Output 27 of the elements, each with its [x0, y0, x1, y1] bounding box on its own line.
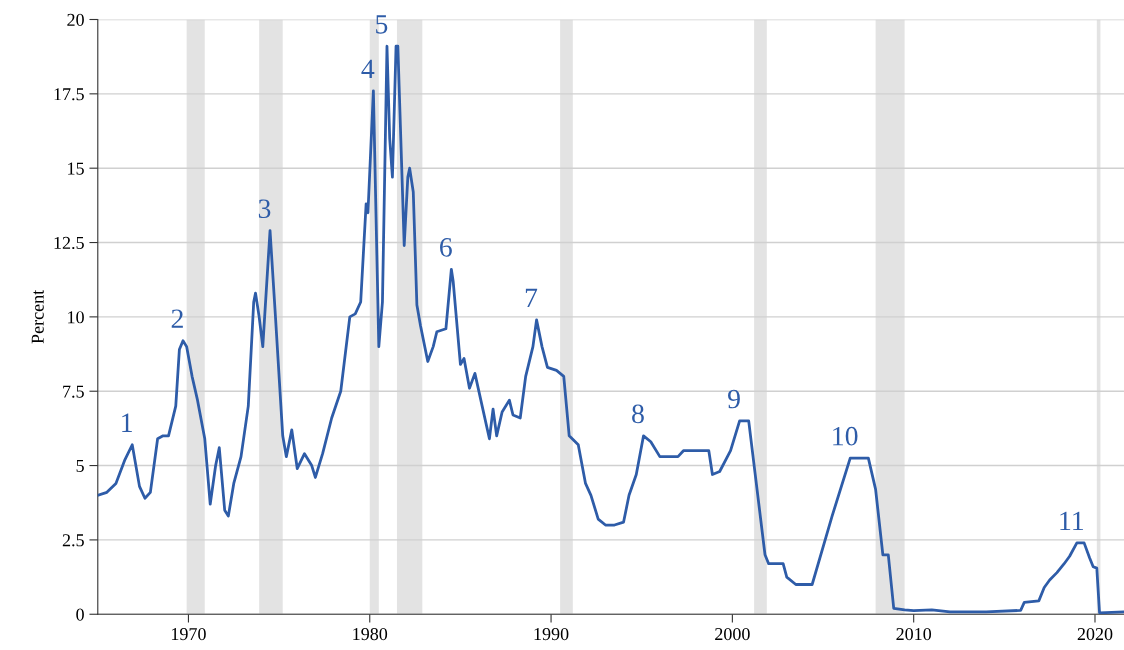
annotation: 6 — [440, 238, 452, 257]
annotation: 9 — [728, 389, 740, 409]
y-tick-label: 17.5 — [54, 88, 84, 101]
y-tick-label: 0 — [76, 608, 84, 621]
annotation: 1 — [122, 413, 132, 432]
y-tick-label: 2.5 — [62, 534, 84, 547]
y-axis-title: Percent — [31, 289, 44, 344]
annotation: 3 — [258, 199, 271, 219]
annotation: 7 — [525, 288, 538, 307]
y-tick-label: 15 — [68, 162, 84, 175]
annotation: 10 — [833, 426, 858, 446]
y-tick-label: 7.5 — [63, 385, 84, 398]
x-tick-label: 2010 — [896, 627, 932, 641]
y-tick-label: 12.5 — [54, 236, 84, 250]
y-tick-label: 10 — [68, 311, 84, 324]
x-tick-label: 2020 — [1077, 627, 1113, 641]
y-tick-label: 5 — [76, 460, 84, 472]
x-tick-label: 1980 — [353, 627, 388, 641]
annotation: 2 — [171, 309, 183, 328]
annotation: 8 — [632, 404, 644, 424]
annotation: 11 — [1060, 511, 1084, 531]
x-tick-label: 1970 — [171, 627, 206, 641]
x-tick-label: 2000 — [715, 627, 750, 641]
annotation: 5 — [376, 15, 388, 34]
x-tick-label: 1990 — [534, 627, 569, 641]
y-tick-label: 20 — [67, 13, 84, 26]
annotation: 4 — [361, 59, 375, 79]
